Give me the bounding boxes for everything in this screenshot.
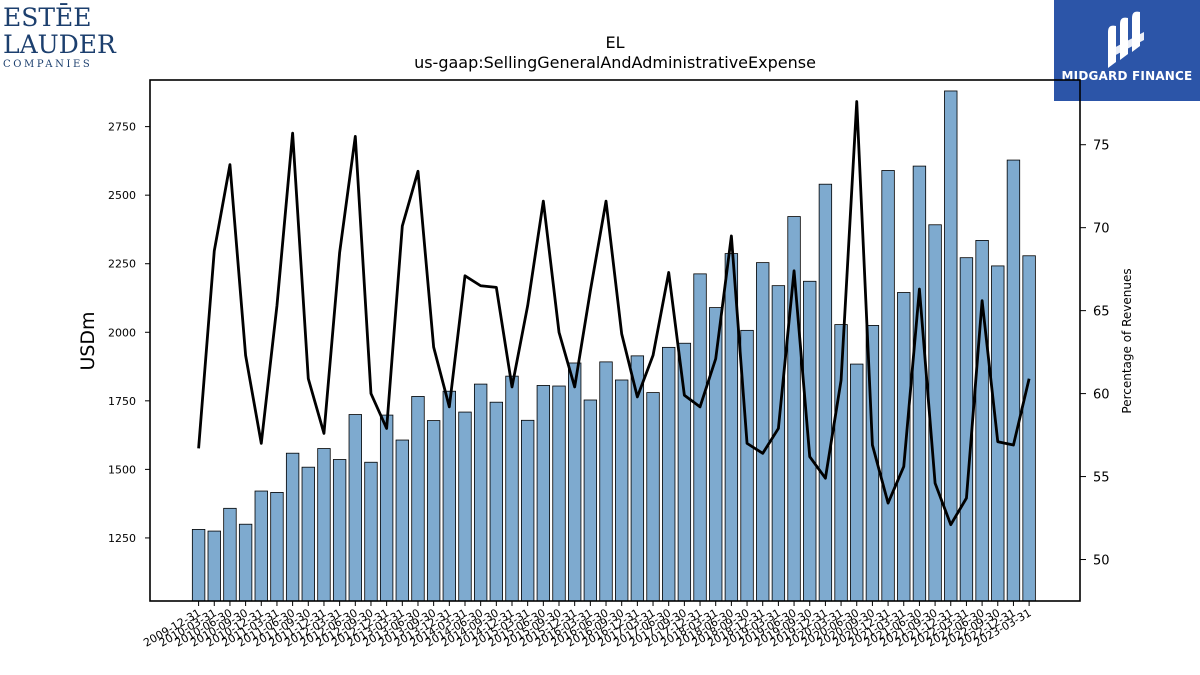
y-tick-label: 1500 (108, 463, 136, 476)
y2-tick-label: 75 (1093, 139, 1110, 154)
bar (599, 361, 613, 602)
y2-tick-label: 60 (1093, 388, 1110, 403)
bar (662, 346, 676, 602)
bar (912, 165, 927, 602)
bar-series (191, 90, 1036, 602)
y-tick-label: 2000 (108, 326, 136, 339)
y-tick-label: 2250 (108, 258, 136, 271)
bar (536, 385, 551, 602)
bar (646, 392, 660, 602)
bar (489, 401, 503, 602)
bar (395, 439, 409, 602)
bar (301, 466, 315, 602)
y-tick-label: 1750 (108, 395, 136, 408)
bar (1006, 159, 1021, 602)
bar (458, 411, 472, 602)
y2-tick-label: 55 (1093, 471, 1110, 486)
bar (317, 448, 331, 602)
bar (568, 362, 582, 602)
plot-frame (149, 79, 1081, 602)
bar (756, 262, 770, 602)
bar (850, 363, 864, 602)
bar (348, 414, 362, 602)
bar (332, 459, 347, 602)
y-axis-label: USDm (77, 311, 99, 370)
bar (975, 240, 989, 602)
bar (615, 379, 629, 602)
bar (285, 452, 300, 602)
series-line (197, 100, 1031, 527)
y-tick-label: 2500 (108, 189, 136, 202)
chart-subtitle: us-gaap:SellingGeneralAndAdministrativeE… (414, 53, 816, 72)
bar (677, 342, 692, 602)
bar (897, 292, 911, 602)
line-series (197, 100, 1031, 527)
bar (881, 170, 895, 602)
bar (223, 507, 237, 602)
y2-tick-label: 65 (1093, 305, 1110, 320)
bar (254, 490, 268, 602)
y2-tick-label: 70 (1093, 222, 1110, 237)
bar (426, 420, 441, 602)
bar (270, 492, 284, 602)
bar (583, 399, 598, 602)
bar (411, 396, 425, 602)
logo-line-3: COMPANIES (3, 59, 93, 70)
bar (379, 414, 394, 602)
bar (191, 529, 206, 602)
estee-lauder-logo: ESTĒE LAUDER COMPANIES (3, 3, 116, 70)
bar (693, 273, 707, 602)
bar (505, 375, 519, 602)
midgard-finance-logo: MIDGARD FINANCE (1054, 0, 1200, 101)
bar (1022, 255, 1036, 602)
y2-tick-label: 50 (1093, 554, 1110, 569)
axes: 1250 1500 1750 2000 2250 2500 2750 50 55 60 65 70 75… (108, 79, 1110, 650)
bar (364, 461, 378, 602)
bar (818, 183, 833, 602)
bar (238, 523, 253, 602)
midgard-brand-text: MIDGARD FINANCE (1061, 69, 1193, 83)
bar (442, 390, 456, 602)
bar (552, 385, 566, 602)
y2-axis-label: Percentage of Revenues (1120, 268, 1134, 413)
bar (207, 530, 221, 602)
bar (473, 383, 488, 602)
chart-title: EL (605, 33, 624, 52)
midgard-mark-icon (1108, 11, 1144, 69)
logo-line-2: LAUDER (3, 30, 116, 59)
y-tick-label: 2750 (108, 121, 136, 134)
logo-line-1: ESTĒE (3, 3, 92, 32)
y-tick-label: 1250 (108, 532, 136, 545)
bar (771, 285, 786, 602)
bar (521, 419, 535, 602)
